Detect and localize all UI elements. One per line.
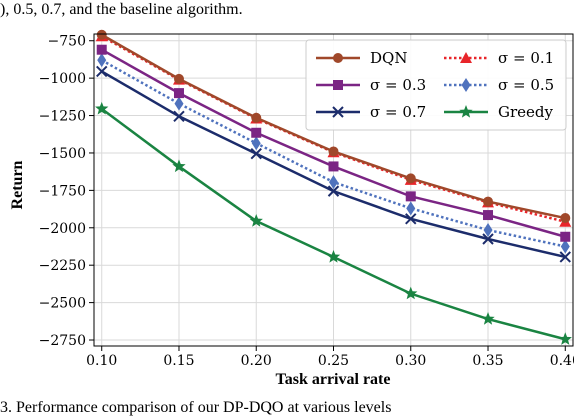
data-point — [173, 73, 184, 84]
legend-label: σ = 0.3 — [370, 76, 426, 94]
bottom-caption: 3. Performance comparison of our DP-DQO … — [0, 399, 391, 416]
data-point — [329, 175, 338, 190]
x-tick-label: 0.30 — [395, 353, 426, 369]
data-point — [481, 312, 495, 325]
data-point — [483, 196, 494, 207]
data-point — [249, 214, 263, 227]
series-4 — [96, 65, 571, 263]
data-point — [328, 161, 339, 172]
data-point — [96, 44, 107, 55]
data-point — [251, 127, 262, 138]
data-point — [250, 148, 262, 160]
y-tick-label: −1750 — [39, 183, 86, 199]
legend-label: σ = 0.1 — [498, 49, 554, 67]
data-point — [251, 136, 261, 151]
y-axis-label: Return — [9, 160, 26, 209]
x-tick-label: 0.25 — [318, 353, 349, 369]
data-point — [483, 223, 493, 238]
data-point — [328, 146, 339, 157]
y-tick-label: −750 — [48, 34, 86, 50]
data-point — [174, 96, 184, 111]
data-point — [173, 88, 184, 99]
legend-label: σ = 0.5 — [498, 76, 554, 94]
data-point — [326, 249, 341, 263]
x-axis-label: Task arrival rate — [276, 371, 391, 388]
data-point — [482, 233, 494, 245]
legend: DQN σ = 0.1 σ = 0.3 σ = 0.5 σ = 0.7 Greedy — [305, 39, 567, 131]
data-point — [558, 332, 572, 345]
y-tick-label: −2750 — [39, 333, 86, 349]
data-point — [405, 213, 417, 225]
data-point — [483, 210, 494, 221]
x-tick-label: 0.35 — [472, 353, 503, 369]
x-tick-label: 0.40 — [550, 353, 574, 369]
data-point — [251, 112, 262, 123]
legend-item: σ = 0.1 — [444, 49, 554, 67]
legend-marker — [461, 78, 471, 92]
legend-item: σ = 0.3 — [316, 76, 426, 94]
legend-label: DQN — [370, 49, 407, 67]
series-3 — [97, 53, 570, 254]
top-caption: ), 0.5, 0.7, and the baseline algorithm. — [0, 1, 243, 18]
x-tick-label: 0.20 — [241, 353, 272, 369]
data-point — [96, 65, 108, 78]
data-point — [405, 191, 416, 202]
series-0 — [96, 29, 571, 224]
legend-marker — [333, 53, 343, 63]
data-point — [560, 231, 571, 242]
legend-label: σ = 0.7 — [370, 103, 426, 121]
legend-label: Greedy — [498, 103, 554, 121]
y-tick-label: −2000 — [39, 221, 86, 237]
legend-item: Greedy — [444, 103, 554, 121]
legend-item: σ = 0.5 — [444, 76, 554, 94]
x-tick-label: 0.10 — [86, 353, 117, 369]
data-point — [559, 251, 571, 263]
data-point — [95, 101, 109, 115]
legend-marker — [460, 52, 472, 63]
data-point — [404, 286, 418, 300]
data-point — [327, 185, 340, 197]
y-tick-label: −1500 — [39, 146, 86, 162]
data-point — [97, 53, 107, 68]
data-point — [560, 239, 570, 254]
y-tick-label: −1000 — [39, 71, 86, 87]
y-tick-label: −2500 — [39, 296, 86, 312]
x-tick-label: 0.15 — [163, 353, 194, 369]
data-point — [405, 173, 416, 184]
series-layer — [95, 29, 572, 345]
legend-item: σ = 0.7 — [316, 103, 426, 121]
legend-marker — [332, 106, 344, 118]
legend-item: DQN — [316, 49, 407, 67]
y-tick-label: −1250 — [39, 109, 86, 125]
data-point — [406, 201, 416, 216]
data-point — [96, 29, 107, 40]
legend-box — [305, 39, 567, 131]
legend-marker — [459, 105, 473, 118]
data-point — [560, 213, 571, 224]
data-point — [173, 110, 185, 123]
legend-marker — [333, 80, 343, 90]
data-point — [172, 159, 186, 173]
y-tick-label: −2250 — [39, 258, 86, 274]
series-5 — [95, 101, 572, 345]
series-2 — [96, 44, 571, 242]
ticks: 0.10 0.15 0.20 0.25 0.30 0.35 0.40 −750 −1000 −12… — [39, 34, 574, 369]
